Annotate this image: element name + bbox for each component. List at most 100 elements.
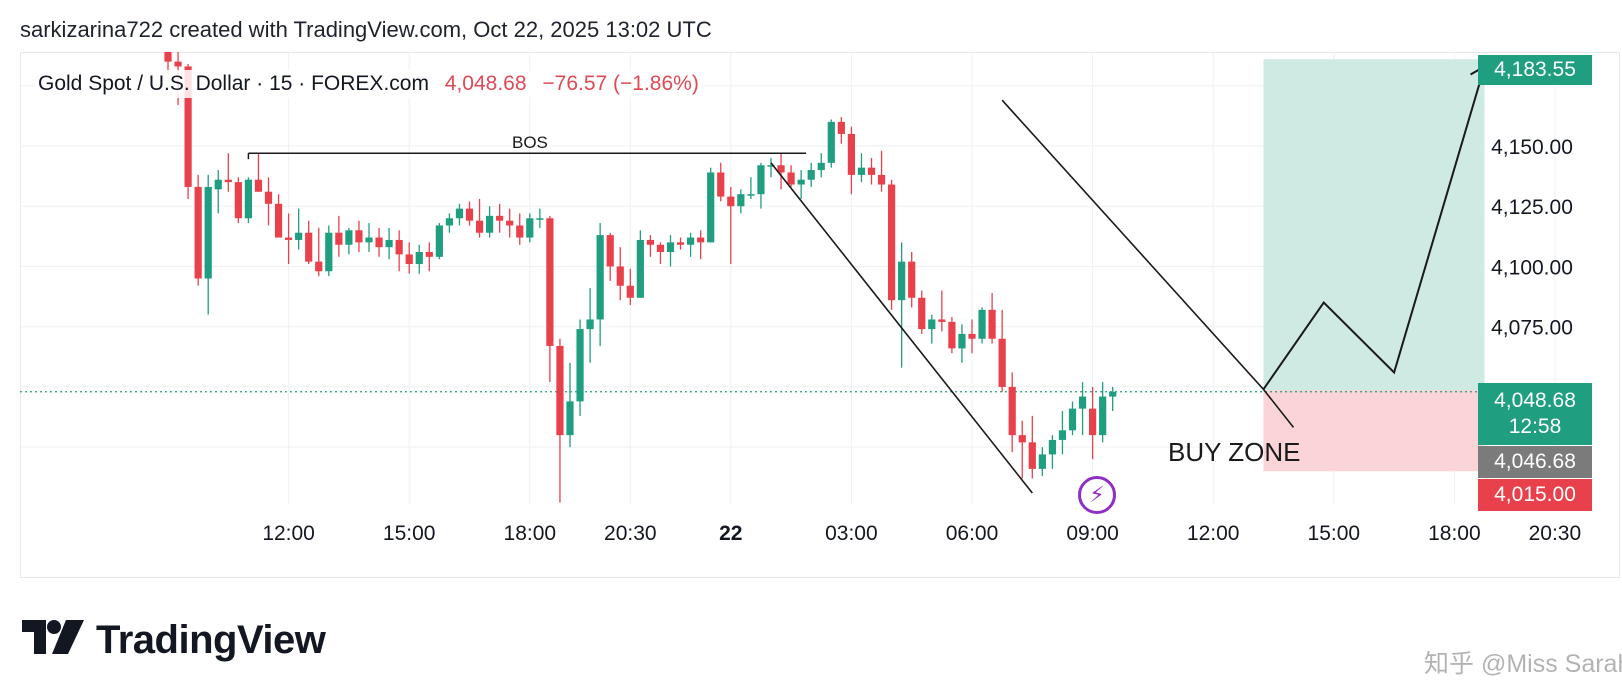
candle-body xyxy=(465,208,474,221)
candle-body xyxy=(888,184,896,301)
candle xyxy=(867,158,876,185)
candle xyxy=(717,162,725,202)
candle xyxy=(224,153,232,192)
buy-zone xyxy=(1263,390,1485,472)
candle-body xyxy=(1078,396,1087,409)
candle-body xyxy=(616,266,624,286)
candle-body xyxy=(867,167,876,175)
candle xyxy=(1018,420,1026,479)
candle xyxy=(586,288,594,363)
candle-body xyxy=(687,237,695,245)
candle-body xyxy=(948,321,956,349)
tradingview-brand[interactable]: TradingView xyxy=(22,618,326,662)
price-change: −76.57 (−1.86%) xyxy=(542,72,699,95)
candle xyxy=(606,232,614,281)
watermark: 知乎 @Miss Sarah xyxy=(1424,650,1622,678)
candle xyxy=(928,314,936,344)
candle xyxy=(506,208,514,238)
symbol-name: Gold Spot / U.S. Dollar · 15 · FOREX.com xyxy=(38,72,429,95)
candle-body xyxy=(325,232,333,272)
candle-body xyxy=(1028,442,1036,469)
last-price-value: 4,048.68 xyxy=(1494,389,1576,412)
candle-body xyxy=(415,251,423,265)
candle xyxy=(918,290,926,334)
candle-body xyxy=(757,165,765,195)
candle xyxy=(687,232,695,257)
candle xyxy=(596,223,604,346)
candle xyxy=(335,215,343,257)
candle xyxy=(516,213,524,245)
x-tick-label: 20:30 xyxy=(604,522,657,545)
candle xyxy=(274,194,283,238)
candle-body xyxy=(405,254,413,265)
price-tag-prev-close: 4,046.68 xyxy=(1478,446,1592,478)
candle xyxy=(697,230,705,260)
channel-lower-line xyxy=(770,162,1033,494)
price-tag-top: 4,183.55 xyxy=(1478,55,1592,85)
candle-body xyxy=(234,182,242,219)
bar-countdown: 12:58 xyxy=(1508,415,1562,438)
candle xyxy=(536,208,544,228)
x-tick-label: 15:00 xyxy=(383,522,436,545)
candle-body xyxy=(988,309,996,339)
symbol-legend[interactable]: Gold Spot / U.S. Dollar · 15 · FOREX.com… xyxy=(36,70,701,98)
candle xyxy=(315,227,323,277)
lightning-bolt-icon[interactable]: ⚡︎ xyxy=(1078,476,1116,514)
candle-body xyxy=(264,191,273,204)
candle xyxy=(737,189,745,214)
candles xyxy=(164,52,1117,503)
candle-body xyxy=(254,179,263,192)
candle xyxy=(526,213,534,243)
candle xyxy=(566,362,574,448)
candle-body xyxy=(194,186,202,279)
candle-body xyxy=(315,261,323,272)
candle xyxy=(375,227,383,257)
y-tick-label: 4,125.00 xyxy=(1491,196,1573,219)
candle xyxy=(898,242,906,368)
candle xyxy=(385,227,393,260)
candle xyxy=(958,324,966,363)
candle xyxy=(214,170,222,214)
price-tag-last: 4,048.68 12:58 xyxy=(1478,383,1592,445)
candle xyxy=(757,162,765,209)
candle xyxy=(998,309,1006,392)
candle xyxy=(355,220,363,252)
x-tick-label: 18:00 xyxy=(504,522,557,545)
candle-body xyxy=(666,242,675,252)
candle-body xyxy=(274,203,283,238)
candle-body xyxy=(214,179,222,190)
candle xyxy=(787,165,795,187)
candle xyxy=(908,251,916,308)
x-tick-label: 09:00 xyxy=(1066,522,1119,545)
candle-body xyxy=(697,237,705,243)
candle xyxy=(365,223,373,252)
candle xyxy=(496,203,504,233)
candle-body xyxy=(656,244,665,252)
candle xyxy=(1109,386,1117,412)
candle xyxy=(576,319,584,416)
candle-body xyxy=(1018,435,1026,443)
candle-body xyxy=(586,319,594,330)
candle-body xyxy=(898,261,906,301)
candle-body xyxy=(877,174,886,185)
candle xyxy=(345,227,353,255)
candle xyxy=(486,206,494,238)
candle-body xyxy=(596,235,604,320)
candle-body xyxy=(847,133,855,175)
candle xyxy=(546,215,554,383)
candle xyxy=(295,208,303,250)
candle xyxy=(727,186,735,265)
candle xyxy=(797,170,805,199)
candle-body xyxy=(395,239,403,255)
candle-body xyxy=(777,165,785,173)
candle xyxy=(285,213,293,265)
candle xyxy=(405,242,413,274)
chart-frame xyxy=(20,52,1620,578)
candle xyxy=(978,307,986,344)
candle-body xyxy=(1008,386,1016,436)
candle-body xyxy=(727,196,735,207)
channel-upper-line xyxy=(1001,99,1265,390)
candle xyxy=(204,174,212,315)
candle-body xyxy=(1038,454,1046,469)
